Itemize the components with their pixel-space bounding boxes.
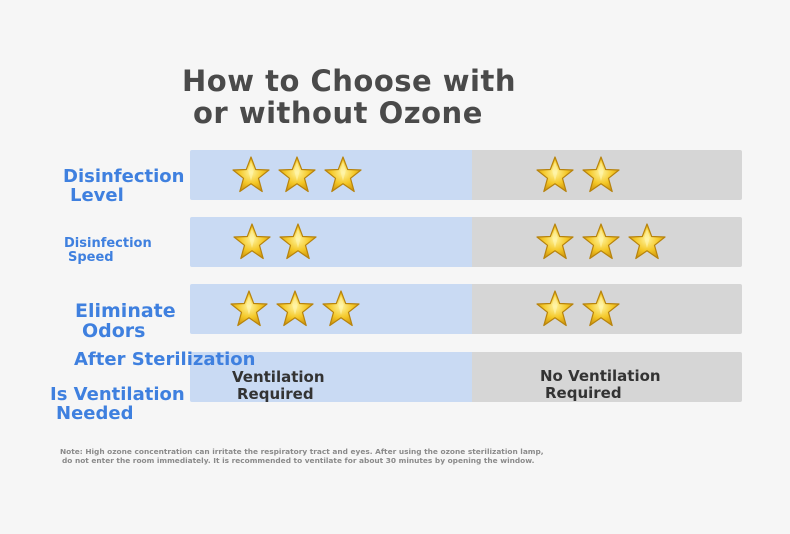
no-ventilation-required-text: No Ventilation Required [540, 368, 661, 402]
without-ozone-cell [472, 284, 742, 334]
with-ozone-cell: Ventilation Required [190, 352, 472, 402]
row-label-line-2: Speed [68, 249, 114, 265]
vent-line-1: Ventilation [232, 368, 325, 386]
ventilation-required-text: Ventilation Required [232, 368, 325, 403]
title-line-2: or without Ozone [193, 96, 483, 130]
row-label-line-2: Odors [82, 319, 146, 342]
vent-line-1: No Ventilation [540, 367, 661, 385]
row-label-line-1: Disinfection [63, 166, 185, 187]
with-ozone-cell [190, 217, 472, 267]
row-label-line-1: Disinfection [64, 236, 152, 251]
with-ozone-cell [190, 284, 472, 334]
footnote: Note: High ozone concentration can irrit… [60, 447, 544, 465]
star-icon [231, 155, 271, 195]
star-icon [535, 155, 575, 195]
star-icon [535, 289, 575, 329]
star-rating-right [535, 155, 621, 195]
without-ozone-cell [472, 217, 742, 267]
row-label-is-ventilation-needed: Is Ventilation Needed [50, 384, 185, 424]
star-icon [323, 155, 363, 195]
row-label-line-2: Level [70, 184, 124, 206]
star-rating-left [229, 289, 361, 329]
vent-line-2: Required [545, 384, 622, 402]
star-icon [277, 155, 317, 195]
comparison-row-eliminate-odors [190, 284, 742, 334]
row-label-disinfection-speed: Disinfection Speed [64, 237, 152, 264]
star-icon [278, 222, 318, 262]
vent-line-2: Required [237, 385, 314, 403]
star-icon [229, 289, 269, 329]
star-icon [581, 155, 621, 195]
row-label-disinfection-level: Disinfection Level [63, 166, 185, 206]
star-icon [321, 289, 361, 329]
without-ozone-cell [472, 150, 742, 200]
star-rating-left [231, 155, 363, 195]
star-icon [581, 222, 621, 262]
star-rating-right [535, 289, 621, 329]
comparison-row-disinfection-level [190, 150, 742, 200]
star-icon [275, 289, 315, 329]
star-icon [232, 222, 272, 262]
star-icon [627, 222, 667, 262]
footnote-line-2: do not enter the room immediately. It is… [62, 456, 535, 465]
star-rating-right [535, 222, 667, 262]
row-label-eliminate-odors: Eliminate Odors [75, 300, 176, 342]
star-icon [535, 222, 575, 262]
row-label-after-sterilization: After Sterilization [74, 349, 256, 370]
footnote-line-1: Note: High ozone concentration can irrit… [60, 447, 544, 456]
star-icon [581, 289, 621, 329]
row-label-line-1: Eliminate [75, 300, 176, 322]
title-line-1: How to Choose with [182, 64, 517, 98]
comparison-row-ventilation: Ventilation Required No Ventilation Requ… [190, 352, 742, 402]
star-rating-left [232, 222, 318, 262]
with-ozone-cell [190, 150, 472, 200]
comparison-row-disinfection-speed [190, 217, 742, 267]
row-label-line-2: Needed [56, 402, 134, 424]
row-label-line-1: Is Ventilation [50, 384, 185, 405]
without-ozone-cell: No Ventilation Required [472, 352, 742, 402]
